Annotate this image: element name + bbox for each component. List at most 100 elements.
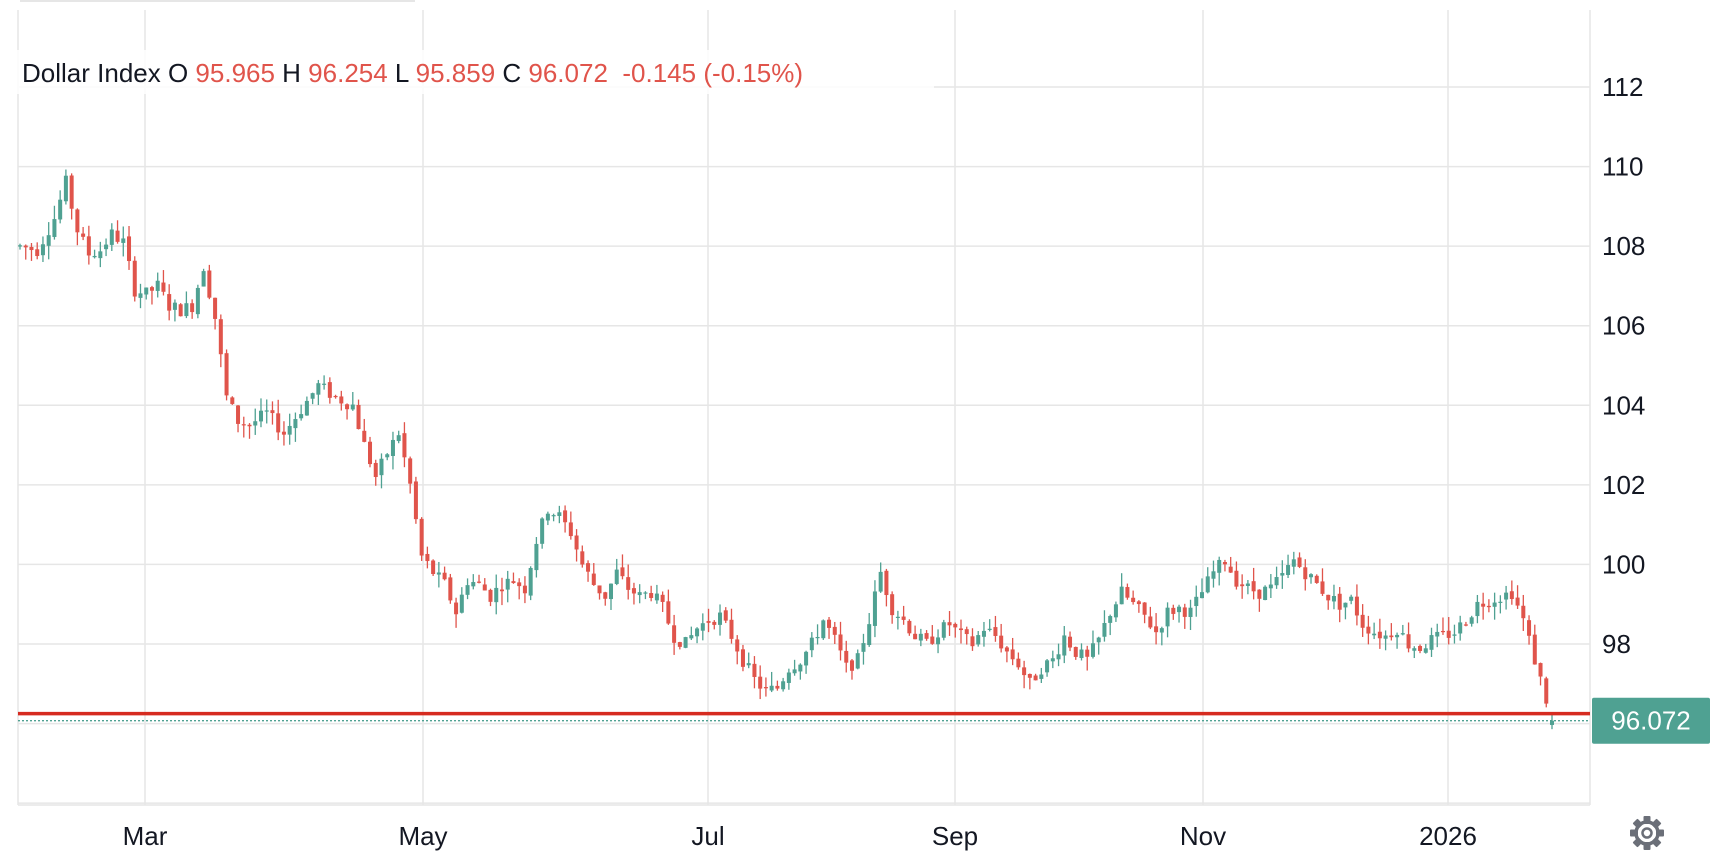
candle <box>522 576 527 604</box>
candle <box>970 628 975 651</box>
x-tick-label: Sep <box>932 821 978 851</box>
candle <box>408 456 413 494</box>
candle-body <box>52 219 57 237</box>
candle <box>913 625 918 640</box>
candle-body <box>729 619 734 639</box>
candle <box>1096 636 1101 655</box>
candle <box>247 423 252 439</box>
candle <box>1475 594 1480 624</box>
candle-body <box>396 435 401 442</box>
ohlc-legend-text: Dollar Index O 95.965 H 96.254 L 95.859 … <box>22 58 803 88</box>
candle-body <box>586 563 591 572</box>
candle-body <box>1297 557 1302 567</box>
candle-body <box>1337 593 1342 610</box>
candle <box>1217 556 1222 586</box>
candle <box>746 652 751 669</box>
candle <box>953 622 958 638</box>
candle <box>1527 615 1532 645</box>
candle-body <box>1228 566 1233 573</box>
candle <box>488 588 493 607</box>
candle-body <box>425 553 430 562</box>
candle <box>448 573 453 604</box>
candle <box>1182 603 1187 629</box>
candle <box>1194 585 1199 617</box>
candle <box>999 623 1004 653</box>
candle-body <box>660 594 665 602</box>
candle-body <box>1549 720 1555 725</box>
candle <box>195 284 200 319</box>
candle <box>1509 580 1514 605</box>
candle <box>494 574 499 615</box>
candle <box>924 630 929 641</box>
candle-body <box>1205 576 1210 593</box>
candle-body <box>1383 635 1388 639</box>
candle-body <box>1286 565 1291 575</box>
candle <box>362 418 367 443</box>
candle-body <box>92 255 97 258</box>
last-price-label: 96.072 <box>1611 706 1691 736</box>
candle <box>1544 676 1549 708</box>
candle-body <box>230 397 235 404</box>
candle <box>1102 610 1107 642</box>
candle <box>597 585 602 600</box>
candle <box>563 505 568 533</box>
candle <box>1492 592 1497 620</box>
candle <box>1154 613 1159 645</box>
candle <box>1309 573 1314 584</box>
candle-body <box>763 687 768 689</box>
candle-body <box>471 582 476 587</box>
candle <box>1377 618 1382 649</box>
candle <box>769 671 774 693</box>
candle-body <box>345 404 350 410</box>
candle <box>1286 554 1291 579</box>
candle-body <box>1245 583 1250 586</box>
candle-body <box>551 515 556 517</box>
candle-body <box>890 594 895 616</box>
candle <box>127 226 132 270</box>
candle <box>654 584 659 604</box>
candle-body <box>1194 596 1199 607</box>
candle-body <box>190 303 195 313</box>
candle-body <box>1418 645 1423 651</box>
settings-gear-icon[interactable] <box>1630 816 1664 850</box>
candle <box>144 287 149 300</box>
candle-body <box>1395 634 1400 638</box>
candle-body <box>1406 634 1411 649</box>
candle-body <box>293 419 298 429</box>
candle-body <box>1274 577 1279 586</box>
candle-body <box>379 458 384 476</box>
candle <box>700 613 705 641</box>
candle <box>29 242 34 261</box>
candle <box>149 285 154 305</box>
candle-body <box>1331 595 1336 602</box>
candle <box>1504 585 1509 610</box>
candle <box>121 226 126 257</box>
candle <box>46 222 51 260</box>
candle-body <box>488 589 493 602</box>
candle-body <box>1423 648 1428 653</box>
candle <box>792 659 797 676</box>
candle-body <box>1354 596 1359 616</box>
candle-body <box>373 462 378 478</box>
candle-body <box>264 410 269 412</box>
candle <box>815 624 820 645</box>
candle <box>333 394 338 399</box>
candle <box>75 208 80 246</box>
candle-body <box>643 592 648 594</box>
candle-body <box>511 581 516 583</box>
candle-body <box>1291 559 1296 567</box>
candle <box>804 650 809 674</box>
candle <box>1119 573 1124 605</box>
candle-body <box>408 458 413 484</box>
candle-body <box>907 620 912 634</box>
candle <box>17 243 23 250</box>
y-tick-label: 110 <box>1602 152 1643 182</box>
candle-body <box>1320 581 1325 594</box>
candle-body <box>270 410 275 414</box>
candle-body <box>626 577 631 590</box>
candle-body <box>58 199 63 220</box>
candle-body <box>1234 570 1239 587</box>
candle <box>241 416 246 438</box>
candle-body <box>781 681 786 690</box>
candle <box>155 272 160 298</box>
